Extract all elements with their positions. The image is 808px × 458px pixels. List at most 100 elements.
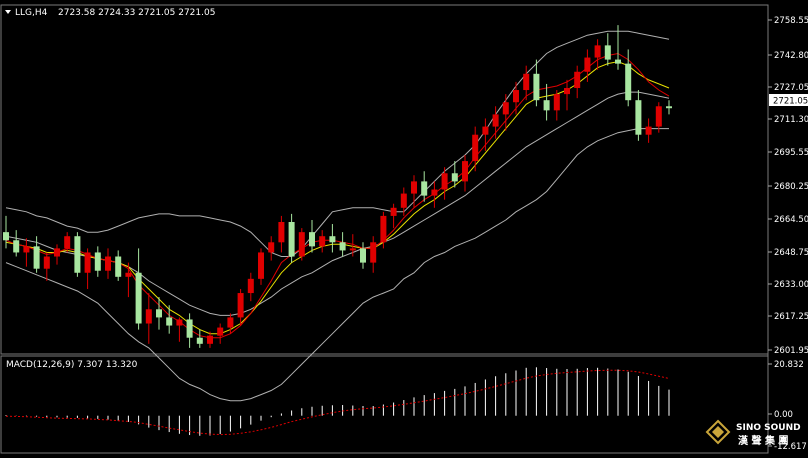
macd-tick-label: 20.832 [774, 360, 804, 370]
candle [166, 305, 173, 334]
candle [441, 167, 448, 200]
candle [543, 83, 550, 121]
bb-lower-line [5, 128, 669, 402]
candle [360, 242, 366, 269]
current-price-tag [769, 94, 808, 106]
candle [207, 331, 213, 348]
logo-line1: SINO SOUND [736, 423, 801, 433]
candle [298, 228, 305, 261]
candle [105, 248, 111, 279]
candle-body [533, 73, 540, 101]
candle-body [237, 293, 244, 318]
candle [33, 236, 40, 273]
moving-averages [5, 52, 670, 339]
macd-tick-label: -12.617 [774, 442, 807, 452]
candle [604, 33, 611, 66]
candle [594, 39, 601, 70]
candle-body [482, 126, 489, 135]
main-panel-frame [0, 4, 769, 355]
candle-body [492, 114, 499, 127]
candle [502, 94, 509, 131]
candle-body [207, 335, 213, 344]
candle-body [125, 272, 132, 277]
candle [472, 126, 479, 172]
candle [64, 232, 71, 253]
candle [115, 250, 122, 281]
candle [94, 246, 101, 277]
price-tick-label: 2727.05 [774, 83, 808, 93]
candle [655, 102, 662, 133]
candle [84, 248, 91, 289]
bollinger-bands [5, 30, 670, 402]
candle-body [666, 106, 672, 109]
candle [400, 187, 407, 216]
candle-body [564, 88, 570, 95]
candle-body [298, 232, 305, 257]
candle [43, 252, 50, 281]
candle-body [360, 248, 366, 263]
candle-body [543, 100, 550, 111]
candle [451, 161, 458, 188]
candle [227, 313, 234, 334]
price-tick-label: 2648.75 [774, 248, 808, 258]
candle-body [523, 73, 530, 91]
candle-body [166, 317, 173, 326]
candle-body [645, 126, 652, 135]
bb-upper-line [5, 30, 670, 257]
candle [625, 49, 632, 107]
candle [258, 248, 264, 285]
candle [125, 262, 132, 298]
candle [533, 59, 540, 107]
candle-body [227, 317, 234, 328]
candle-body [574, 71, 581, 89]
candle-body [349, 248, 356, 251]
sino-sound-logo: SINO SOUND 漢 聲 集 團 [705, 419, 801, 447]
candle-body [370, 242, 377, 263]
candle-body [105, 256, 111, 271]
candle [13, 230, 20, 257]
price-tick-label: 2695.55 [774, 148, 808, 158]
candle-body [400, 193, 407, 208]
candle-body [196, 337, 203, 344]
candle-body [329, 236, 336, 243]
candle-body [625, 63, 632, 101]
price-tick-label: 2633.00 [774, 280, 808, 290]
candle [74, 232, 81, 277]
candle-body [655, 106, 662, 127]
candle-body [584, 57, 591, 72]
candle-body [3, 232, 9, 241]
candle [339, 232, 346, 257]
macd-tick-label: 0.00 [774, 410, 793, 420]
ma-yellow-line [5, 61, 670, 335]
candle [54, 244, 60, 265]
candle [635, 90, 642, 141]
ohlc-readout: 2723.58 2724.33 2721.05 2721.05 [58, 8, 215, 18]
price-tick-label: 2711.30 [774, 115, 808, 125]
candle [574, 65, 581, 99]
candle [319, 230, 326, 253]
macd-axis: 20.832 0.00 -12.617 [768, 360, 807, 452]
candle-body [94, 252, 101, 271]
candle [390, 203, 397, 229]
candle-body [13, 240, 20, 253]
bb-middle-line [5, 91, 670, 316]
candle-body [472, 134, 479, 162]
ma-red-line [5, 52, 670, 339]
candle [145, 293, 152, 344]
candle-body [451, 173, 458, 182]
candle [482, 118, 489, 151]
dropdown-triangle-icon[interactable] [5, 10, 11, 14]
candle [523, 65, 530, 101]
candle [288, 213, 295, 263]
candle-body [462, 161, 468, 182]
price-tick-label: 2742.80 [774, 51, 808, 61]
candle [156, 297, 162, 330]
candle [564, 79, 570, 111]
price-axis: 2758.55 2742.80 2727.05 2711.30 2695.55 2680.… [768, 16, 808, 356]
candle [421, 171, 428, 202]
candle [380, 211, 387, 249]
price-tick-label: 2758.55 [774, 16, 808, 26]
current-price-label: 2721.05 [773, 97, 808, 107]
candle-body [176, 319, 183, 326]
